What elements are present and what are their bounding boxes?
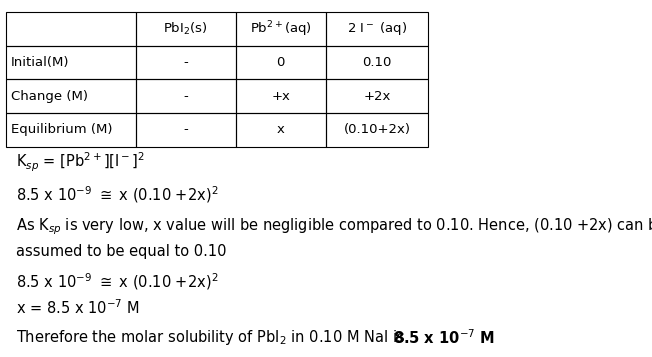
Text: -: - (183, 123, 188, 136)
Text: -: - (183, 90, 188, 103)
Text: -: - (183, 56, 188, 69)
Text: Initial(M): Initial(M) (11, 56, 70, 69)
Text: 8.5 x 10$^{-7}$ M: 8.5 x 10$^{-7}$ M (393, 328, 494, 347)
Text: 0.10: 0.10 (363, 56, 392, 69)
Text: 8.5 x 10$^{-9}$ $\cong$ x (0.10 +2x)$^2$: 8.5 x 10$^{-9}$ $\cong$ x (0.10 +2x)$^2$ (16, 271, 218, 292)
Text: x = 8.5 x 10$^{-7}$ M: x = 8.5 x 10$^{-7}$ M (16, 298, 140, 317)
Text: 2 I$^-$ (aq): 2 I$^-$ (aq) (347, 20, 408, 37)
Text: 8.5 x 10$^{-9}$ $\cong$ x (0.10 +2x)$^2$: 8.5 x 10$^{-9}$ $\cong$ x (0.10 +2x)$^2$ (16, 184, 218, 205)
Text: +2x: +2x (363, 90, 391, 103)
Text: assumed to be equal to 0.10: assumed to be equal to 0.10 (16, 243, 226, 258)
Text: Therefore the molar solubility of PbI$_2$ in 0.10 M NaI is: Therefore the molar solubility of PbI$_2… (16, 328, 406, 347)
Text: PbI$_2$(s): PbI$_2$(s) (163, 21, 208, 37)
Text: 0: 0 (276, 56, 285, 69)
Text: Change (M): Change (M) (11, 90, 88, 103)
Text: x: x (277, 123, 285, 136)
Text: +x: +x (271, 90, 290, 103)
Text: As K$_{sp}$ is very low, x value will be negligible compared to 0.10. Hence, (0.: As K$_{sp}$ is very low, x value will be… (16, 216, 652, 237)
Text: Pb$^{2+}$(aq): Pb$^{2+}$(aq) (250, 19, 312, 39)
Text: (0.10+2x): (0.10+2x) (344, 123, 411, 136)
Text: K$_{sp}$ = [Pb$^{2+}$][I$^-$]$^2$: K$_{sp}$ = [Pb$^{2+}$][I$^-$]$^2$ (16, 151, 145, 174)
Text: Equilibrium (M): Equilibrium (M) (11, 123, 113, 136)
